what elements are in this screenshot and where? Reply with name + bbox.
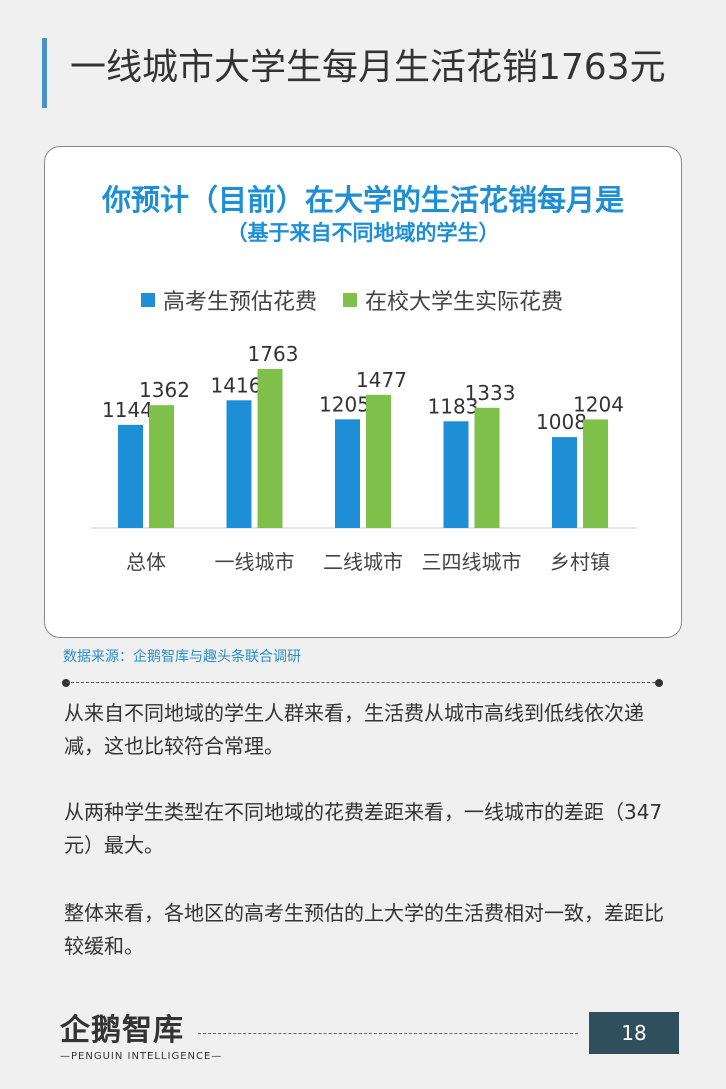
data-label-actual-4: 1204 xyxy=(573,392,624,416)
legend-swatch-estimated xyxy=(141,293,155,307)
legend-label-estimated: 高考生预估花费 xyxy=(163,290,318,315)
title-accent-bar xyxy=(42,38,47,108)
category-label-0: 总体 xyxy=(126,550,166,574)
legend-item-estimated: 高考生预估花费 xyxy=(141,284,317,316)
logo: 企鹅智库 —PENGUIN INTELLIGENCE— xyxy=(60,1005,222,1062)
logo-subtext: —PENGUIN INTELLIGENCE— xyxy=(60,1051,223,1062)
legend-label-actual: 在校大学生实际花费 xyxy=(365,290,564,315)
legend-swatch-actual xyxy=(343,293,358,307)
bar-actual-0 xyxy=(149,405,174,528)
bar-actual-2 xyxy=(366,394,391,528)
divider-dot-left xyxy=(62,679,70,687)
category-label-1: 一线城市 xyxy=(215,550,295,574)
category-label-2: 二线城市 xyxy=(323,550,403,574)
divider-dot-right xyxy=(655,679,663,687)
data-label-estimated-3: 1183 xyxy=(428,394,479,418)
bar-actual-4 xyxy=(583,419,608,528)
data-label-estimated-0: 1144 xyxy=(102,398,153,422)
data-label-estimated-1: 1416 xyxy=(211,373,262,397)
paragraph-3: 整体来看，各地区的高考生预估的上大学的生活费相对一致，差距比较缓和。 xyxy=(64,901,664,958)
data-label-estimated-2: 1205 xyxy=(319,392,370,416)
bar-estimated-0 xyxy=(118,424,143,528)
chart-legend: 高考生预估花费 在校大学生实际花费 xyxy=(141,284,563,316)
page-title: 一线城市大学生每月生活花销1763元 xyxy=(70,47,666,88)
category-label-4: 乡村镇 xyxy=(550,550,610,574)
bar-estimated-3 xyxy=(443,421,469,528)
chart-title: 你预计（目前）在大学的生活花销每月是 xyxy=(101,183,624,217)
divider-line xyxy=(66,682,660,683)
data-source: 数据来源：企鹅智库与趣头条联合调研 xyxy=(63,649,301,665)
paragraph-1: 从来自不同地域的学生人群来看，生活费从城市高线到低线依次递减，这也比较符合常理。 xyxy=(64,701,644,758)
page-number: 18 xyxy=(589,1012,679,1054)
data-label-actual-3: 1333 xyxy=(465,381,516,405)
footer-divider xyxy=(198,1033,578,1034)
chart-subtitle: （基于来自不同地域的学生） xyxy=(226,221,500,245)
data-label-estimated-4: 1008 xyxy=(536,410,587,434)
legend-item-actual: 在校大学生实际花费 xyxy=(343,284,563,316)
paragraph-2: 从两种学生类型在不同地域的花费差距来看，一线城市的差距（347元）最大。 xyxy=(64,800,663,857)
bar-estimated-1 xyxy=(226,400,252,528)
bar-estimated-4 xyxy=(552,437,577,528)
bar-actual-1 xyxy=(257,369,283,528)
bar-actual-3 xyxy=(474,407,500,528)
data-label-actual-1: 1763 xyxy=(248,342,299,366)
logo-text: 企鹅智库 xyxy=(60,1013,184,1048)
data-label-actual-2: 1477 xyxy=(356,368,407,392)
chart-card: 你预计（目前）在大学的生活花销每月是 （基于来自不同地域的学生） 高考生预估花费… xyxy=(44,146,682,638)
category-label-3: 三四线城市 xyxy=(422,550,522,574)
data-label-actual-0: 1362 xyxy=(139,378,190,402)
bar-estimated-2 xyxy=(335,419,360,528)
